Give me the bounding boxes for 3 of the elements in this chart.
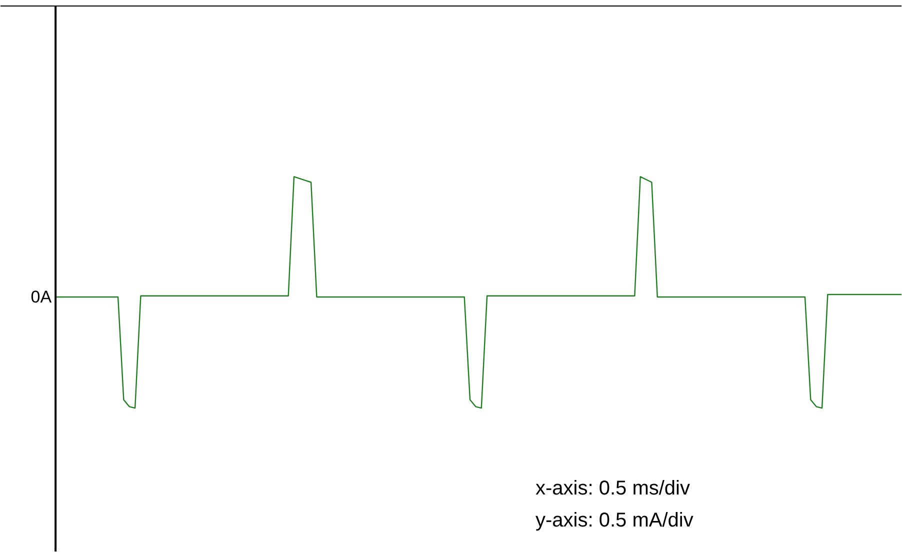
text: 0A xyxy=(30,288,52,307)
text: y-axis: 0.5 mA/div xyxy=(536,510,694,532)
text: x-axis: 0.5 ms/div xyxy=(536,478,690,500)
